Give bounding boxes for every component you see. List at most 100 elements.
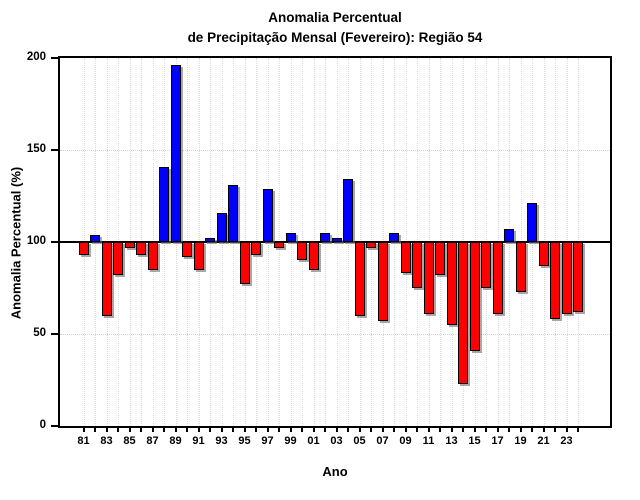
x-tick-01 — [312, 426, 315, 432]
x-tick-23 — [565, 426, 568, 432]
bar-94 — [228, 184, 238, 242]
bar-19 — [515, 242, 526, 292]
x-tick-label-05: 05 — [353, 435, 366, 447]
bar-15 — [469, 242, 480, 351]
x-tick-00 — [301, 426, 303, 432]
bar-93 — [216, 212, 227, 242]
x-tick-92 — [209, 426, 211, 432]
bar-04 — [343, 179, 353, 242]
bar-95 — [239, 242, 250, 285]
x-tick-18 — [508, 426, 510, 432]
x-tick-86 — [140, 426, 142, 432]
bar-20 — [527, 203, 537, 242]
x-tick-16 — [485, 426, 487, 432]
x-tick-label-21: 21 — [537, 435, 550, 447]
bar-82 — [90, 234, 100, 242]
bar-23 — [561, 242, 572, 314]
baseline-100 — [60, 241, 610, 243]
x-tick-label-93: 93 — [215, 435, 228, 447]
bar-22 — [550, 242, 560, 320]
x-tick-label-97: 97 — [261, 435, 274, 447]
x-tick-label-13: 13 — [445, 435, 458, 447]
x-tick-06 — [370, 426, 372, 432]
x-tick-15 — [473, 426, 476, 432]
bar-02 — [320, 232, 330, 242]
y-tick-label-0: 0 — [39, 419, 46, 431]
x-tick-87 — [151, 426, 154, 432]
x-tick-label-15: 15 — [468, 435, 481, 447]
x-tick-label-85: 85 — [123, 435, 136, 447]
x-tick-82 — [94, 426, 96, 432]
x-tick-20 — [531, 426, 533, 432]
x-tick-94 — [232, 426, 234, 432]
bar-21 — [538, 242, 549, 266]
x-tick-08 — [393, 426, 395, 432]
bar-84 — [113, 242, 123, 276]
y-tick-200 — [51, 57, 60, 59]
bar-10 — [412, 242, 422, 288]
gridline-horizontal-50 — [60, 334, 610, 335]
x-tick-88 — [163, 426, 165, 432]
x-tick-label-19: 19 — [514, 435, 527, 447]
x-tick-91 — [197, 426, 200, 432]
x-tick-label-99: 99 — [284, 435, 297, 447]
x-tick-label-01: 01 — [307, 435, 320, 447]
x-tick-label-03: 03 — [330, 435, 343, 447]
x-tick-09 — [404, 426, 407, 432]
bar-92 — [205, 238, 215, 242]
bar-01 — [308, 242, 319, 270]
x-axis-title: Ano — [322, 464, 348, 479]
x-tick-96 — [255, 426, 257, 432]
y-tick-100 — [51, 241, 60, 243]
x-tick-label-87: 87 — [146, 435, 159, 447]
bar-97 — [262, 188, 273, 242]
bar-08 — [389, 232, 399, 242]
bar-81 — [78, 242, 89, 255]
x-tick-93 — [220, 426, 223, 432]
x-tick-label-91: 91 — [192, 435, 205, 447]
x-tick-81 — [82, 426, 85, 432]
bar-17 — [492, 242, 503, 314]
chart-title-line2: de Precipitação Mensal (Fevereiro): Regi… — [187, 30, 483, 45]
x-tick-24 — [577, 426, 579, 432]
bar-00 — [297, 242, 307, 261]
bar-90 — [182, 242, 192, 257]
x-tick-84 — [117, 426, 119, 432]
bar-09 — [400, 242, 411, 274]
x-tick-07 — [381, 426, 384, 432]
x-tick-label-09: 09 — [399, 435, 412, 447]
x-tick-95 — [243, 426, 246, 432]
x-tick-98 — [278, 426, 280, 432]
bar-86 — [136, 242, 146, 255]
x-tick-label-23: 23 — [560, 435, 573, 447]
y-tick-0 — [51, 425, 60, 427]
bar-83 — [101, 242, 112, 316]
bar-05 — [354, 242, 365, 316]
x-tick-05 — [358, 426, 361, 432]
bar-18 — [504, 229, 514, 242]
x-tick-83 — [105, 426, 108, 432]
bar-88 — [159, 166, 169, 242]
x-tick-label-07: 07 — [376, 435, 389, 447]
x-tick-85 — [128, 426, 131, 432]
y-tick-label-50: 50 — [33, 327, 46, 339]
x-tick-label-11: 11 — [422, 435, 435, 447]
y-tick-150 — [51, 149, 60, 151]
x-tick-label-17: 17 — [491, 435, 504, 447]
x-tick-97 — [266, 426, 269, 432]
x-tick-19 — [519, 426, 522, 432]
y-tick-label-150: 150 — [26, 143, 46, 155]
bar-91 — [193, 242, 204, 270]
chart-title-line1: Anomalia Percentual — [268, 10, 402, 25]
bar-96 — [251, 242, 261, 255]
gridline-horizontal-150 — [60, 150, 610, 151]
bar-06 — [366, 242, 376, 248]
bar-85 — [124, 242, 135, 248]
bar-13 — [446, 242, 457, 325]
x-tick-90 — [186, 426, 188, 432]
x-tick-04 — [347, 426, 349, 432]
y-tick-label-100: 100 — [26, 235, 46, 247]
x-tick-label-95: 95 — [238, 435, 251, 447]
x-tick-22 — [554, 426, 556, 432]
